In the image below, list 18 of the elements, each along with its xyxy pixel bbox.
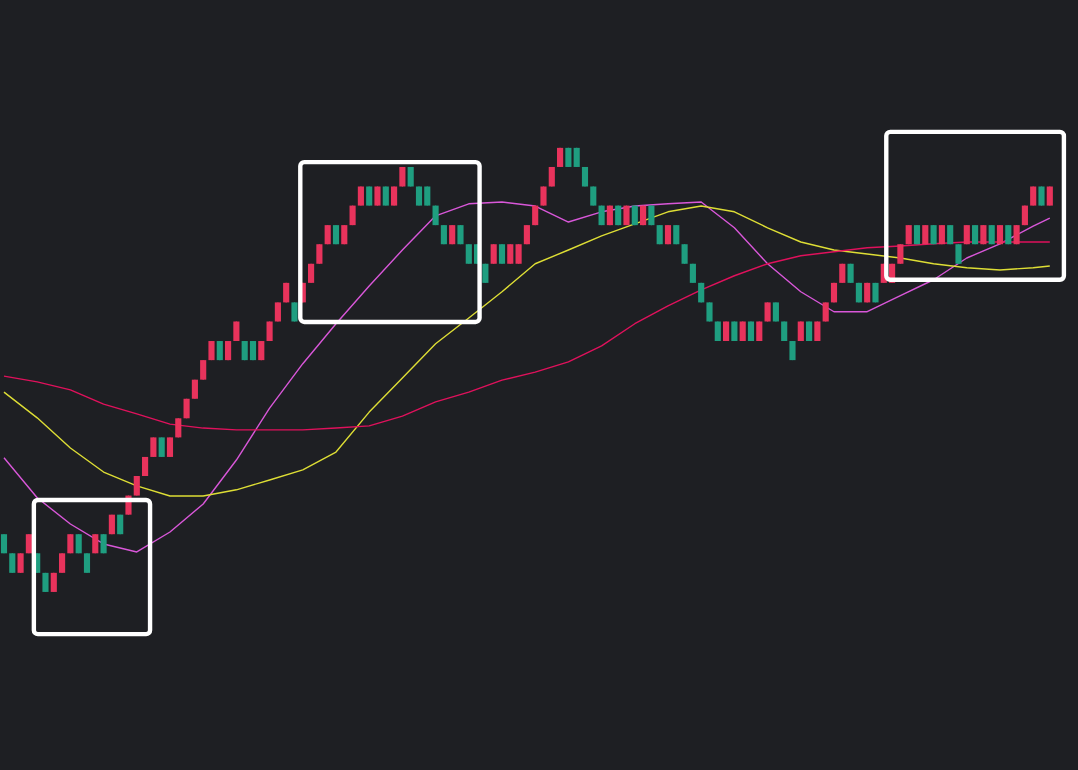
candlestick [9,552,16,574]
candlestick [515,243,522,265]
candlestick [200,359,207,381]
candlestick [17,552,24,574]
candlestick [166,436,174,458]
candlestick [316,243,323,265]
candlestick [158,436,165,458]
candlestick [507,243,514,265]
candlestick [465,243,472,265]
candlestick [133,475,140,497]
candlestick [681,243,688,265]
candlestick [59,552,66,574]
candlestick [83,552,91,574]
candlestick [897,243,904,265]
candlestick [490,243,497,265]
candlestick [955,243,962,265]
candlestick [498,243,506,265]
candlestick [150,436,157,458]
